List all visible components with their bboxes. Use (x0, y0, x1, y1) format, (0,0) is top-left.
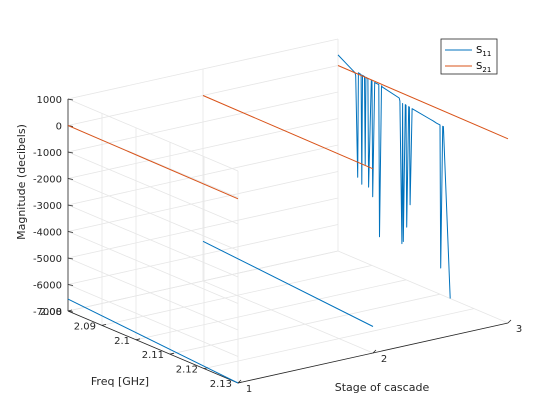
legend-box (440, 38, 498, 75)
y-tick-label: 2.08 (40, 307, 62, 318)
z-tick-label: -4000 (33, 228, 62, 239)
z-tick-mark (67, 98, 74, 101)
legend-label-s21-main: S (476, 61, 482, 72)
series-line-s11-stage-1 (67, 298, 239, 384)
axis-ticks: 1 2 3 2.08 2.09 2.1 2.11 2.12 2.13 1000 0 -1000 -200… (33, 95, 522, 395)
x-tick-mark (507, 319, 512, 324)
z-tick-label: -7000 (33, 307, 62, 318)
z-tick-label: -2000 (33, 175, 62, 186)
legend-label-s11-sub: 11 (482, 50, 491, 58)
plot-lines (67, 54, 509, 384)
z-tick-mark (67, 151, 74, 154)
y-tick-mark (237, 381, 243, 384)
z-tick-label: -3000 (33, 201, 62, 212)
z-tick-mark (67, 204, 74, 207)
y-tick-mark (169, 352, 175, 355)
x-tick-label: 3 (516, 324, 522, 335)
z-tick-label: -5000 (33, 254, 62, 265)
z-axis-label: Magnitude (decibels) (15, 124, 28, 240)
x-tick-label: 1 (246, 384, 252, 395)
legend-label-s11-main: S (476, 45, 482, 56)
series-line-s11-stage-2 (202, 240, 374, 327)
z-tick-mark (67, 178, 74, 180)
y-tick-mark (101, 324, 107, 326)
y-tick-label: 2.11 (142, 350, 164, 361)
y-axis-line (67, 310, 239, 384)
z-tick-mark (67, 257, 74, 260)
series-line-s21-stage-3 (337, 65, 509, 140)
legend: S11 S21 (440, 38, 498, 75)
z-tick-mark (67, 231, 74, 233)
y-tick-label: 2.1 (114, 336, 130, 347)
z-tick-mark (67, 310, 74, 313)
z-tick-mark (67, 284, 74, 286)
y-tick-label: 2.09 (74, 321, 96, 332)
z-tick-label: 1000 (37, 95, 62, 106)
z-tick-label: -1000 (33, 148, 62, 159)
series-line-s21-stage-2 (202, 95, 374, 170)
series-line-s11-stage-3 (337, 54, 451, 299)
x-tick-label: 2 (381, 354, 387, 365)
x-tick-mark (372, 349, 377, 354)
legend-label-s21-sub: 21 (482, 66, 491, 74)
y-tick-label: 2.12 (176, 365, 198, 376)
x-axis-label: Stage of cascade (335, 381, 430, 394)
series-line-s21-stage-1 (67, 125, 239, 200)
y-tick-label: 2.13 (210, 379, 232, 390)
y-axis-label: Freq [GHz] (91, 375, 149, 388)
legend-label-s21: S21 (476, 61, 491, 74)
y-tick-mark (135, 338, 141, 341)
legend-label-s11: S11 (476, 45, 491, 58)
z-tick-label: -6000 (33, 281, 62, 292)
z-tick-label: 0 (56, 122, 62, 133)
